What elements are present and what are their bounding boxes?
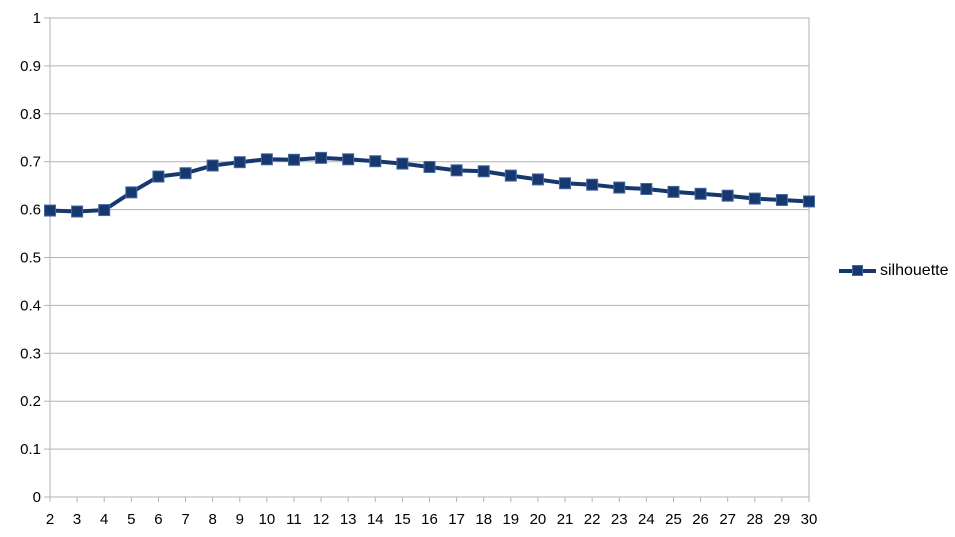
x-axis-tick-label: 5 — [127, 511, 135, 528]
legend-square-marker-icon — [852, 265, 863, 276]
x-axis-tick-label: 29 — [774, 511, 791, 528]
data-point-marker — [504, 169, 517, 182]
data-point-marker — [125, 186, 138, 199]
y-axis-tick-label: 0.3 — [20, 345, 41, 362]
x-axis-tick-label: 20 — [530, 511, 547, 528]
data-point-marker — [423, 160, 436, 173]
legend-label: silhouette — [880, 262, 949, 279]
data-point-marker — [531, 173, 544, 186]
data-point-marker — [98, 204, 111, 217]
data-point-marker — [369, 155, 382, 168]
data-point-marker — [667, 185, 680, 198]
data-point-marker — [396, 157, 409, 170]
data-point-marker — [71, 205, 84, 218]
x-axis-tick-label: 6 — [154, 511, 162, 528]
data-point-marker — [721, 189, 734, 202]
y-axis-tick-label: 1 — [33, 10, 41, 27]
x-axis-tick-label: 27 — [719, 511, 736, 528]
x-axis-tick-label: 12 — [313, 511, 330, 528]
y-axis-tick-label: 0.4 — [20, 297, 41, 314]
x-axis-tick-label: 23 — [611, 511, 628, 528]
data-point-marker — [640, 183, 653, 196]
data-point-marker — [559, 177, 572, 190]
y-axis-tick-label: 0.1 — [20, 441, 41, 458]
x-axis-tick-label: 4 — [100, 511, 108, 528]
data-point-marker — [803, 195, 815, 208]
x-axis-tick-label: 10 — [259, 511, 276, 528]
x-axis-tick-label: 22 — [584, 511, 601, 528]
x-axis-tick-label: 8 — [208, 511, 216, 528]
x-axis-tick-label: 18 — [475, 511, 492, 528]
x-axis-tick-label: 13 — [340, 511, 357, 528]
y-axis-tick-label: 0.7 — [20, 154, 41, 171]
data-point-marker — [450, 164, 463, 177]
data-point-marker — [44, 204, 56, 217]
x-axis-tick-label: 30 — [801, 511, 818, 528]
data-point-marker — [342, 153, 355, 166]
data-point-marker — [613, 181, 626, 194]
y-axis-tick-label: 0.6 — [20, 202, 41, 219]
y-axis-tick-label: 0.8 — [20, 106, 41, 123]
data-point-marker — [260, 153, 273, 166]
x-axis-tick-label: 19 — [502, 511, 519, 528]
data-point-marker — [586, 178, 599, 191]
x-axis-tick-label: 26 — [692, 511, 709, 528]
data-point-marker — [152, 170, 165, 183]
x-axis-tick-label: 3 — [73, 511, 81, 528]
x-axis-tick-label: 7 — [181, 511, 189, 528]
y-axis-tick-label: 0.2 — [20, 393, 41, 410]
y-axis-tick-label: 0.5 — [20, 250, 41, 267]
legend-line-sample — [839, 265, 876, 276]
x-axis-tick-label: 17 — [448, 511, 465, 528]
data-point-marker — [315, 151, 328, 164]
x-axis-tick-label: 21 — [557, 511, 574, 528]
data-point-marker — [748, 192, 761, 205]
x-axis-tick-label: 24 — [638, 511, 655, 528]
x-axis-tick-label: 25 — [665, 511, 682, 528]
data-point-marker — [694, 187, 707, 200]
data-point-marker — [233, 156, 246, 169]
x-axis-tick-label: 11 — [286, 511, 302, 528]
x-axis-tick-label: 14 — [367, 511, 384, 528]
y-axis-tick-label: 0.9 — [20, 58, 41, 75]
x-axis-tick-label: 9 — [236, 511, 244, 528]
legend: silhouette — [839, 261, 949, 280]
x-axis-tick-label: 15 — [394, 511, 411, 528]
data-point-marker — [179, 167, 192, 180]
data-point-marker — [287, 153, 300, 166]
data-point-marker — [775, 194, 788, 207]
x-axis-tick-label: 28 — [746, 511, 763, 528]
x-axis-tick-label: 2 — [46, 511, 54, 528]
y-axis-tick-label: 0 — [33, 489, 41, 506]
data-point-marker — [206, 159, 219, 172]
data-point-marker — [477, 165, 490, 178]
x-axis-tick-label: 16 — [421, 511, 438, 528]
